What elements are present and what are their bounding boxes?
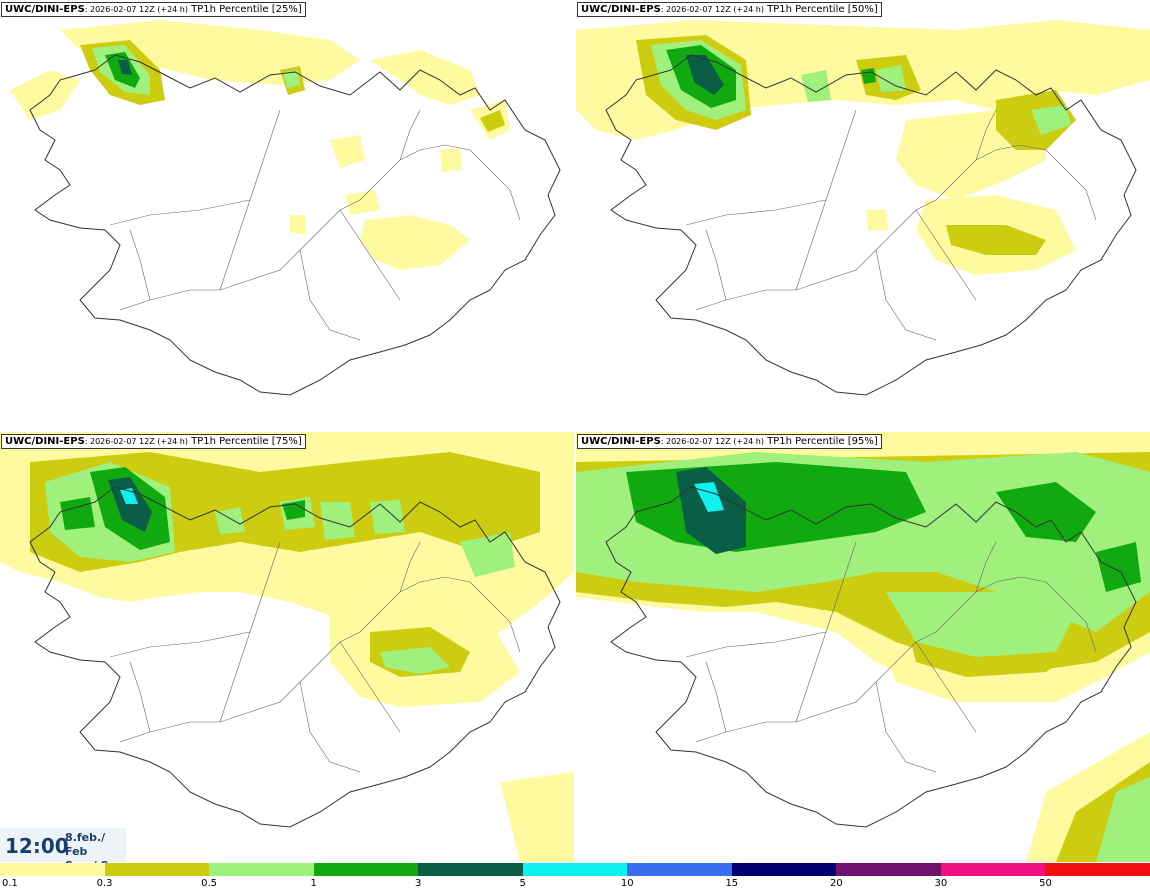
precip-map-p50 bbox=[576, 20, 1150, 396]
panel-title: UWC/DINI-EPS: 2026-02-07 12Z (+24 h) TP1… bbox=[577, 434, 882, 449]
product-name: TP1h Percentile [50%] bbox=[763, 4, 878, 15]
precip-field bbox=[576, 432, 1150, 862]
legend-swatch bbox=[209, 863, 315, 876]
map-panel-p25: UWC/DINI-EPS: 2026-02-07 12Z (+24 h) TP1… bbox=[0, 0, 574, 430]
legend-tick-label: 0.1 bbox=[2, 878, 18, 889]
legend-tick-label: 20 bbox=[829, 878, 843, 889]
legend-swatch bbox=[731, 863, 837, 876]
legend-swatch bbox=[418, 863, 524, 876]
legend-tick-label: 3 bbox=[414, 878, 422, 889]
legend-swatch bbox=[104, 863, 210, 876]
product-name: TP1h Percentile [25%] bbox=[187, 4, 302, 15]
precip-legend: 0.1 0.3 0.5 1 3 5 10 15 20 30 50 bbox=[0, 862, 1150, 891]
run-info: : 2026-02-07 12Z (+24 h) bbox=[84, 5, 188, 14]
legend-tick-label: 0.5 bbox=[201, 878, 218, 889]
road-network bbox=[109, 109, 521, 341]
legend-swatch bbox=[313, 863, 419, 876]
product-name: TP1h Percentile [75%] bbox=[187, 436, 302, 447]
precip-map-p75 bbox=[0, 432, 574, 862]
valid-time-box: 12:00 8.feb./ Feb Sun./ Sun bbox=[0, 828, 126, 872]
panel-title: UWC/DINI-EPS: 2026-02-07 12Z (+24 h) TP1… bbox=[577, 2, 882, 17]
legend-tick-label: 0.3 bbox=[96, 878, 113, 889]
legend-tick-label: 50 bbox=[1039, 878, 1052, 889]
legend-tick-label: 10 bbox=[620, 878, 634, 889]
precip-map-p95 bbox=[576, 432, 1150, 862]
model-name: UWC/DINI-EPS bbox=[5, 4, 85, 15]
map-panel-p75: UWC/DINI-EPS: 2026-02-07 12Z (+24 h) TP1… bbox=[0, 432, 574, 862]
legend-swatch bbox=[1045, 863, 1150, 876]
precip-map-p25 bbox=[10, 20, 561, 396]
model-name: UWC/DINI-EPS bbox=[581, 4, 661, 15]
precip-field bbox=[0, 432, 574, 862]
legend-swatch bbox=[522, 863, 628, 876]
legend-swatch bbox=[836, 863, 942, 876]
model-name: UWC/DINI-EPS bbox=[5, 436, 85, 447]
legend-tick-label: 5 bbox=[519, 878, 526, 889]
legend-swatch bbox=[627, 863, 733, 876]
precip-field bbox=[10, 20, 510, 270]
map-panel-p50: UWC/DINI-EPS: 2026-02-07 12Z (+24 h) TP1… bbox=[576, 0, 1150, 430]
legend-tick-label: 1 bbox=[310, 878, 317, 889]
legend-tick-label: 15 bbox=[725, 878, 739, 889]
product-name: TP1h Percentile [95%] bbox=[763, 436, 878, 447]
legend-tick-label: 30 bbox=[934, 878, 948, 889]
run-info: : 2026-02-07 12Z (+24 h) bbox=[660, 5, 764, 14]
precip-field bbox=[576, 20, 1150, 275]
valid-date-line1: 8.feb./ Feb bbox=[65, 831, 106, 858]
run-info: : 2026-02-07 12Z (+24 h) bbox=[660, 437, 764, 446]
legend-swatch bbox=[0, 863, 106, 876]
model-name: UWC/DINI-EPS bbox=[581, 436, 661, 447]
legend-swatch bbox=[940, 863, 1046, 876]
run-info: : 2026-02-07 12Z (+24 h) bbox=[84, 437, 188, 446]
valid-time: 12:00 bbox=[5, 834, 69, 858]
panel-title: UWC/DINI-EPS: 2026-02-07 12Z (+24 h) TP1… bbox=[1, 2, 306, 17]
map-panel-p95: UWC/DINI-EPS: 2026-02-07 12Z (+24 h) TP1… bbox=[576, 432, 1150, 862]
panel-title: UWC/DINI-EPS: 2026-02-07 12Z (+24 h) TP1… bbox=[1, 434, 306, 449]
